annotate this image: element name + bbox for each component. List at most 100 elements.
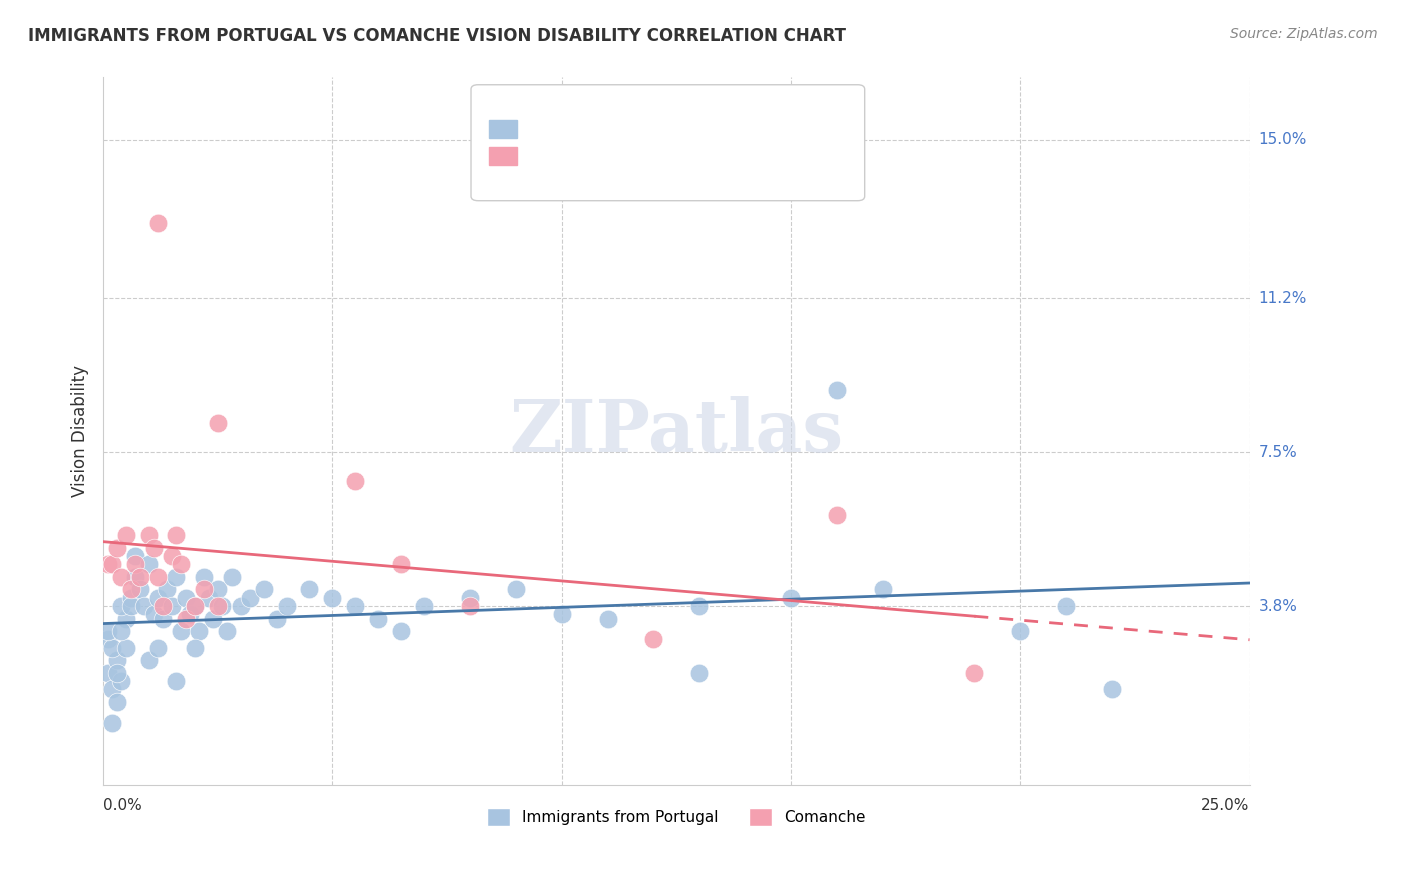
Point <box>188 624 211 638</box>
Text: R =: R = <box>523 122 557 136</box>
Point <box>596 611 619 625</box>
Point <box>202 611 225 625</box>
Point <box>115 640 138 655</box>
Point <box>184 599 207 613</box>
Point <box>197 591 219 605</box>
Point <box>160 599 183 613</box>
Point <box>184 599 207 613</box>
Text: 11.2%: 11.2% <box>1258 291 1308 306</box>
Text: N =: N = <box>619 122 652 136</box>
Point <box>872 582 894 597</box>
Point <box>550 607 572 622</box>
Point <box>211 599 233 613</box>
Point <box>166 673 188 688</box>
Point <box>963 665 986 680</box>
Text: 0.141: 0.141 <box>560 122 607 136</box>
Point <box>780 591 803 605</box>
Point <box>146 570 169 584</box>
Text: -0.176: -0.176 <box>560 149 614 163</box>
Point <box>101 558 124 572</box>
Point <box>115 528 138 542</box>
Point <box>458 591 481 605</box>
Point <box>160 549 183 563</box>
Text: 7.5%: 7.5% <box>1258 444 1298 459</box>
Text: IMMIGRANTS FROM PORTUGAL VS COMANCHE VISION DISABILITY CORRELATION CHART: IMMIGRANTS FROM PORTUGAL VS COMANCHE VIS… <box>28 27 846 45</box>
Point <box>321 591 343 605</box>
Point <box>105 665 128 680</box>
Point <box>101 715 124 730</box>
Point <box>825 508 848 522</box>
Point <box>174 611 197 625</box>
Point <box>825 383 848 397</box>
Point <box>105 653 128 667</box>
Point <box>413 599 436 613</box>
Point <box>124 558 146 572</box>
Point <box>239 591 262 605</box>
Point <box>193 582 215 597</box>
Point <box>97 624 120 638</box>
Point <box>184 640 207 655</box>
Point <box>688 665 710 680</box>
Point <box>166 570 188 584</box>
Point <box>120 582 142 597</box>
Point <box>389 624 412 638</box>
Point <box>146 216 169 230</box>
Point <box>170 624 193 638</box>
Point <box>179 607 201 622</box>
Text: 3.8%: 3.8% <box>1258 599 1298 614</box>
Point <box>138 558 160 572</box>
Point <box>276 599 298 613</box>
Point <box>156 582 179 597</box>
Point <box>152 611 174 625</box>
Point <box>110 624 132 638</box>
Point <box>97 665 120 680</box>
Point <box>97 558 120 572</box>
Text: 27: 27 <box>650 149 671 163</box>
Point <box>142 541 165 555</box>
Point <box>688 599 710 613</box>
Point <box>128 582 150 597</box>
Point <box>146 640 169 655</box>
Point <box>138 528 160 542</box>
Point <box>134 599 156 613</box>
Point <box>253 582 276 597</box>
Point <box>120 599 142 613</box>
Y-axis label: Vision Disability: Vision Disability <box>72 365 89 497</box>
Point <box>101 640 124 655</box>
Point <box>344 599 367 613</box>
Point <box>124 570 146 584</box>
Point <box>152 599 174 613</box>
Point <box>207 599 229 613</box>
Text: 15.0%: 15.0% <box>1258 132 1308 147</box>
Point <box>215 624 238 638</box>
Point <box>110 599 132 613</box>
Point <box>115 611 138 625</box>
Point <box>101 682 124 697</box>
Point <box>193 570 215 584</box>
Point <box>207 582 229 597</box>
Point <box>124 549 146 563</box>
Text: N =: N = <box>619 149 652 163</box>
Point <box>1010 624 1032 638</box>
Point <box>138 653 160 667</box>
Point <box>174 591 197 605</box>
Point <box>142 607 165 622</box>
Point <box>505 582 527 597</box>
Point <box>458 599 481 613</box>
Text: 0.0%: 0.0% <box>103 797 142 813</box>
Legend: Immigrants from Portugal, Comanche: Immigrants from Portugal, Comanche <box>479 800 873 834</box>
Point <box>146 591 169 605</box>
Text: ZIPatlas: ZIPatlas <box>509 396 844 467</box>
Text: 66: 66 <box>650 122 671 136</box>
Point <box>110 673 132 688</box>
Point <box>97 632 120 647</box>
Point <box>298 582 321 597</box>
Point <box>120 591 142 605</box>
Text: R =: R = <box>523 149 557 163</box>
Point <box>344 474 367 488</box>
Point <box>110 570 132 584</box>
Point <box>128 570 150 584</box>
Point <box>207 416 229 430</box>
Point <box>266 611 288 625</box>
Point <box>367 611 389 625</box>
